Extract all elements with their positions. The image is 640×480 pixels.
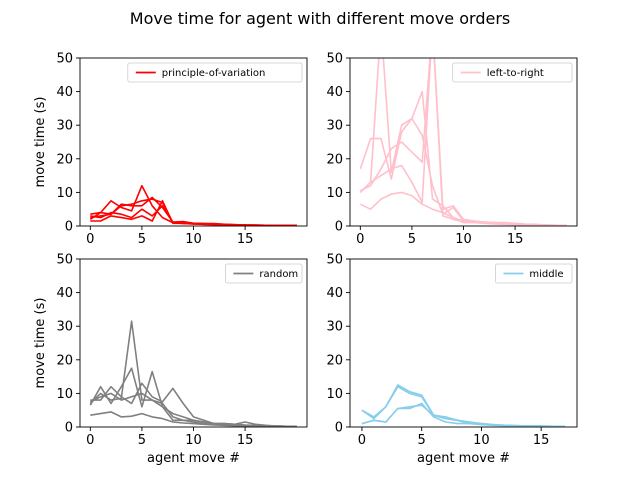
- x-tick-label: 5: [418, 433, 426, 448]
- chart-title: Move time for agent with different move …: [130, 9, 510, 28]
- y-tick-label: 30: [56, 119, 73, 134]
- x-tick-label: 0: [358, 433, 366, 448]
- subplot-middle: 0 5 10 15 0 10 20 30 40 50 agent move # middle: [326, 253, 578, 466]
- y-tick-label: 0: [335, 421, 343, 436]
- y-tick-label: 30: [56, 320, 73, 335]
- series-line-principle-of-variation-5: [90, 196, 297, 226]
- y-tick-label: 20: [326, 353, 343, 368]
- y-tick-label: 40: [326, 85, 343, 100]
- legend-box: [452, 62, 573, 83]
- y-tick-label: 40: [56, 85, 73, 100]
- legend-box: [127, 62, 303, 83]
- y-tick-label: 40: [56, 286, 73, 301]
- y-tick-label: 50: [56, 52, 73, 67]
- series-group-principle-of-variation: [89, 184, 297, 226]
- legend-box: [224, 263, 303, 284]
- x-tick-label: 5: [138, 433, 146, 448]
- axes-frame-middle: [349, 258, 578, 428]
- y-tick-label: 0: [65, 421, 73, 436]
- series-line-random-4: [89, 392, 297, 427]
- series-group-random: [89, 320, 297, 427]
- y-tick-label: 30: [326, 119, 343, 134]
- series-line-random-5: [90, 411, 297, 427]
- legend-label: middle: [529, 269, 563, 280]
- x-tick-label: 15: [533, 433, 550, 448]
- legend-random: random: [224, 263, 303, 284]
- y-tick-label: 0: [65, 220, 73, 235]
- x-tick-label: 15: [237, 232, 254, 247]
- x-tick-label: 0: [86, 232, 94, 247]
- series-line-left-to-right-5: [359, 58, 567, 226]
- legend-middle: middle: [494, 263, 573, 284]
- legend-label: random: [259, 269, 298, 280]
- x-axis-label: agent move #: [417, 451, 510, 466]
- x-tick-label: 10: [455, 232, 472, 247]
- x-tick-label: 10: [185, 232, 202, 247]
- y-tick-label: 10: [56, 387, 73, 402]
- x-axis-label: agent move #: [147, 451, 240, 466]
- legend-left-to-right: left-to-right: [452, 62, 573, 83]
- y-tick-label: 50: [326, 253, 343, 268]
- x-tick-label: 5: [138, 232, 146, 247]
- y-tick-label: 20: [326, 152, 343, 167]
- legend-label: left-to-right: [487, 68, 544, 79]
- y-axis-label: move time (s): [33, 298, 48, 389]
- series-line-middle-4: [361, 404, 566, 427]
- y-tick-label: 30: [326, 320, 343, 335]
- x-tick-label: 0: [356, 232, 364, 247]
- legend-principle-of-variation: principle-of-variation: [127, 62, 303, 83]
- subplot-left-to-right: 0 5 10 15 0 10 20 30 40 50 left-to-right: [326, 52, 578, 247]
- y-tick-label: 10: [326, 186, 343, 201]
- series-group-middle: [361, 384, 566, 427]
- x-tick-label: 5: [408, 232, 416, 247]
- y-tick-label: 50: [56, 253, 73, 268]
- series-group-left-to-right: [359, 58, 567, 226]
- y-tick-label: 20: [56, 152, 73, 167]
- y-tick-label: 10: [56, 186, 73, 201]
- subplot-principle-of-variation: 0 5 10 15 0 10 20 30 40 50 move time (s) principle-…: [33, 52, 308, 247]
- y-tick-label: 20: [56, 353, 73, 368]
- x-tick-label: 10: [185, 433, 202, 448]
- subplot-random: 0 5 10 15 0 10 20 30 40 50 move time (s) agent move…: [33, 253, 308, 466]
- x-tick-label: 10: [473, 433, 490, 448]
- x-tick-label: 0: [86, 433, 94, 448]
- y-tick-label: 10: [326, 387, 343, 402]
- y-axis-label: move time (s): [33, 97, 48, 188]
- legend-box: [494, 263, 573, 284]
- y-tick-label: 40: [326, 286, 343, 301]
- x-tick-label: 15: [507, 232, 524, 247]
- y-tick-label: 0: [335, 220, 343, 235]
- x-tick-label: 15: [237, 433, 254, 448]
- legend-label: principle-of-variation: [162, 68, 266, 79]
- y-tick-label: 50: [326, 52, 343, 67]
